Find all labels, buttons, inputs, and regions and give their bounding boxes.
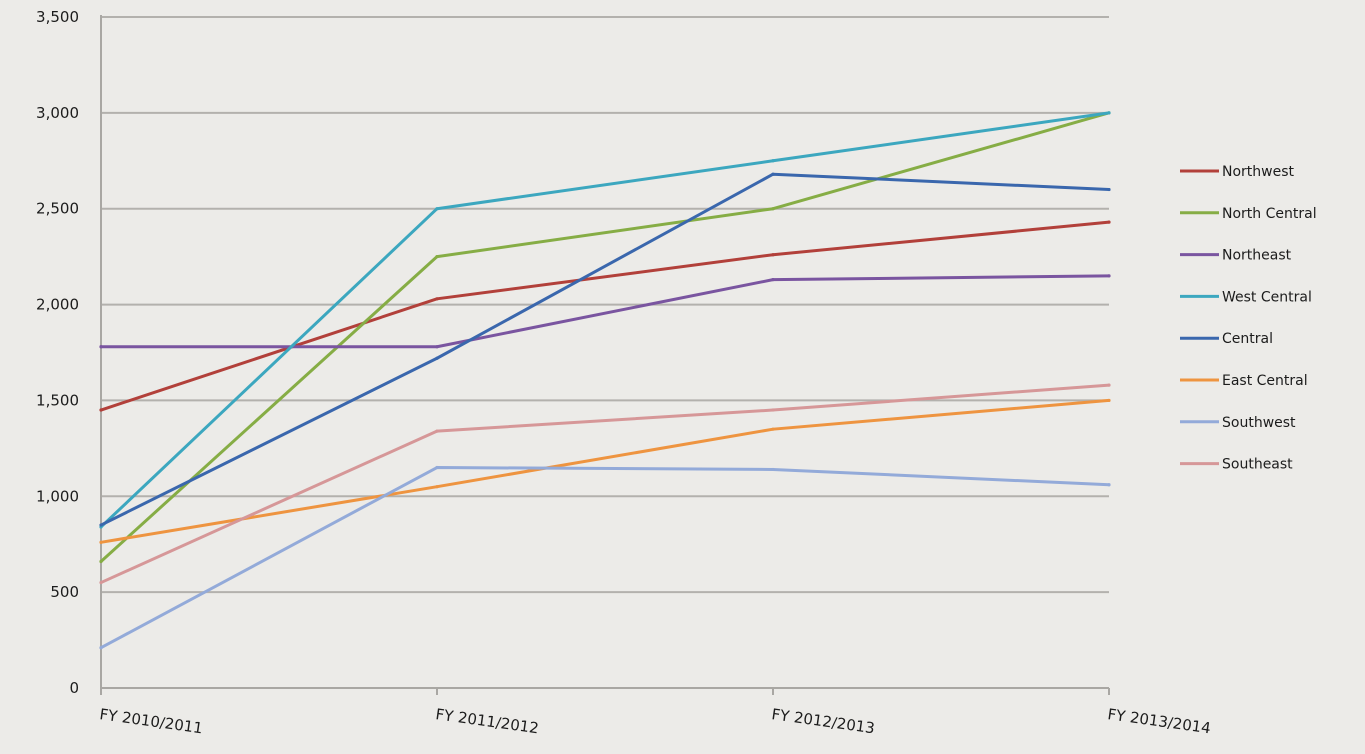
legend-label: North Central — [1222, 206, 1317, 222]
data-point-southwest — [99, 646, 103, 650]
data-point-north-central — [435, 255, 439, 259]
y-tick-label: 1,000 — [36, 487, 79, 505]
data-point-northwest — [771, 253, 775, 257]
data-point-central — [1107, 187, 1111, 192]
data-point-central — [99, 523, 103, 527]
data-point-southwest — [435, 465, 439, 470]
y-tick-label: 500 — [50, 583, 79, 601]
legend: Northwest North Central Northeast West Cent… — [1180, 164, 1317, 473]
data-point-central — [435, 356, 439, 360]
data-point-east-central — [1107, 398, 1111, 403]
data-point-southeast — [435, 429, 439, 433]
data-point-northeast — [771, 278, 775, 282]
y-tick-label: 3,000 — [36, 104, 79, 122]
data-point-east-central — [771, 427, 775, 431]
legend-label: Central — [1222, 331, 1273, 347]
data-point-west-central — [435, 207, 439, 211]
y-tick-label: 1,500 — [36, 391, 79, 409]
series-line-northwest — [99, 220, 1111, 412]
data-point-northeast — [1107, 274, 1111, 278]
y-tick-label: 2,000 — [36, 296, 79, 314]
data-point-west-central — [771, 159, 775, 163]
data-point-north-central — [771, 207, 775, 211]
y-tick-label: 2,500 — [36, 200, 79, 218]
series-line-west-central — [99, 111, 1111, 529]
data-point-east-central — [99, 540, 103, 544]
data-point-northeast — [435, 345, 439, 349]
data-point-northwest — [99, 408, 103, 412]
gridlines — [101, 16, 1109, 594]
data-point-southwest — [771, 467, 775, 472]
series-lines — [99, 111, 1111, 650]
legend-label: Northwest — [1222, 164, 1295, 180]
data-point-central — [771, 172, 775, 176]
data-point-southeast — [1107, 383, 1111, 387]
data-point-northeast — [99, 345, 103, 349]
series-line-northeast — [99, 274, 1111, 349]
legend-label: Northeast — [1222, 248, 1292, 264]
legend-label: Southeast — [1222, 457, 1293, 473]
legend-label: West Central — [1222, 289, 1312, 305]
x-tick-label: FY 2012/2013 — [770, 705, 875, 737]
x-tick-label: FY 2010/2011 — [98, 705, 203, 737]
data-point-north-central — [99, 559, 103, 564]
data-point-east-central — [435, 485, 439, 489]
series-line-southeast — [99, 383, 1111, 585]
data-point-southeast — [99, 580, 103, 585]
series-line-east-central — [99, 398, 1111, 544]
data-point-southwest — [1107, 483, 1111, 487]
legend-label: Southwest — [1222, 415, 1296, 431]
x-tick-label: FY 2011/2012 — [434, 705, 539, 737]
series-line-central — [99, 172, 1111, 527]
legend-label: East Central — [1222, 373, 1308, 389]
data-point-northwest — [1107, 220, 1111, 224]
series-line-north-central — [99, 111, 1111, 563]
y-tick-label: 0 — [69, 679, 79, 697]
data-point-west-central — [1107, 111, 1111, 115]
series-line-southwest — [99, 466, 1111, 650]
data-point-northwest — [435, 297, 439, 301]
x-tick-label: FY 2013/2014 — [1106, 705, 1211, 737]
y-tick-label: 3,500 — [36, 8, 79, 26]
data-point-southeast — [771, 408, 775, 412]
